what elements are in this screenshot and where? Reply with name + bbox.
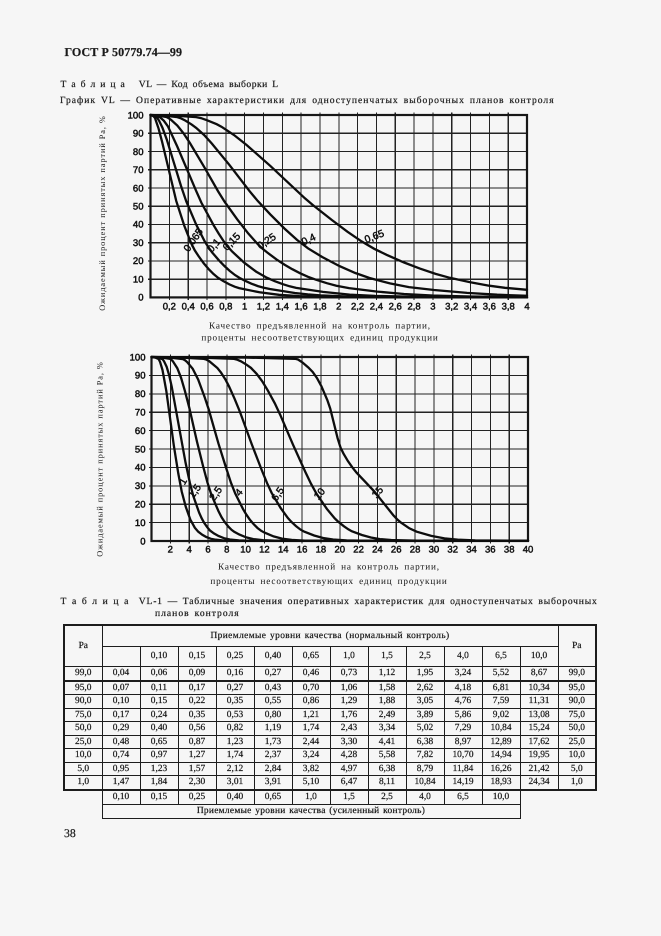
svg-text:70: 70 [133, 165, 144, 176]
svg-text:0: 0 [138, 293, 143, 304]
svg-text:40: 40 [135, 463, 146, 474]
svg-text:2,6: 2,6 [389, 301, 402, 312]
svg-text:38: 38 [504, 544, 515, 555]
svg-text:6: 6 [205, 544, 210, 555]
svg-text:22: 22 [353, 544, 364, 555]
svg-text:6,5: 6,5 [270, 485, 287, 503]
svg-text:18: 18 [316, 544, 327, 555]
svg-text:80: 80 [135, 389, 146, 400]
svg-text:40: 40 [133, 220, 144, 231]
svg-text:1,6: 1,6 [294, 301, 307, 312]
svg-text:1: 1 [242, 301, 247, 312]
svg-text:0,8: 0,8 [219, 301, 232, 312]
svg-text:90: 90 [133, 129, 144, 140]
svg-text:4: 4 [524, 301, 529, 312]
svg-text:1: 1 [178, 476, 191, 487]
svg-text:60: 60 [133, 183, 144, 194]
svg-text:2,4: 2,4 [370, 301, 383, 312]
svg-text:28: 28 [410, 544, 421, 555]
svg-text:16: 16 [297, 544, 308, 555]
svg-text:4: 4 [234, 487, 246, 499]
svg-text:100: 100 [128, 110, 144, 121]
svg-text:проценты несоответствующих еди: проценты несоответствующих единиц продук… [210, 576, 447, 586]
svg-text:2,8: 2,8 [407, 301, 420, 312]
svg-text:15: 15 [370, 485, 386, 501]
svg-text:1,4: 1,4 [276, 301, 289, 312]
svg-text:1,2: 1,2 [257, 301, 270, 312]
svg-text:3,6: 3,6 [483, 301, 496, 312]
svg-text:1,8: 1,8 [313, 301, 326, 312]
svg-text:34: 34 [466, 544, 477, 555]
svg-text:50: 50 [135, 444, 146, 455]
svg-text:3,2: 3,2 [445, 301, 458, 312]
svg-text:2,2: 2,2 [351, 301, 364, 312]
svg-text:Ожидаемый процент принятых пар: Ожидаемый процент принятых партий Ра, % [98, 115, 107, 311]
svg-text:3: 3 [430, 301, 435, 312]
svg-text:10: 10 [240, 544, 251, 555]
svg-text:10: 10 [133, 275, 144, 286]
svg-text:2: 2 [168, 544, 173, 555]
svg-text:30: 30 [429, 544, 440, 555]
svg-text:2: 2 [336, 301, 341, 312]
svg-text:20: 20 [133, 256, 144, 267]
svg-text:20: 20 [135, 500, 146, 511]
svg-text:Качество предъявленной на конт: Качество предъявленной на контроль парти… [209, 321, 431, 331]
svg-text:40: 40 [523, 544, 534, 555]
svg-text:0,2: 0,2 [163, 301, 176, 312]
svg-text:50: 50 [133, 202, 144, 213]
svg-text:20: 20 [335, 544, 346, 555]
svg-text:0,25: 0,25 [256, 232, 279, 252]
svg-text:3,8: 3,8 [502, 301, 515, 312]
svg-text:80: 80 [133, 147, 144, 158]
svg-text:36: 36 [485, 544, 496, 555]
svg-text:60: 60 [135, 426, 146, 437]
svg-text:100: 100 [130, 352, 146, 363]
svg-text:3,4: 3,4 [464, 301, 477, 312]
svg-text:26: 26 [391, 544, 402, 555]
svg-text:30: 30 [135, 481, 146, 492]
svg-text:Качество предъявленной на конт: Качество предъявленной на контроль парти… [218, 562, 440, 572]
svg-text:4: 4 [187, 544, 192, 555]
svg-text:30: 30 [133, 238, 144, 249]
svg-text:10: 10 [135, 518, 146, 529]
svg-text:0,4: 0,4 [300, 232, 318, 248]
svg-text:проценты несоответствующих еди: проценты несоответствующих единиц продук… [201, 332, 438, 342]
svg-text:0,6: 0,6 [200, 301, 213, 312]
svg-text:70: 70 [135, 408, 146, 419]
svg-text:0,65: 0,65 [363, 228, 386, 246]
svg-text:14: 14 [278, 544, 289, 555]
svg-text:24: 24 [372, 544, 383, 555]
svg-text:0,4: 0,4 [182, 301, 195, 312]
svg-text:90: 90 [135, 371, 146, 382]
svg-text:0: 0 [140, 536, 145, 547]
svg-text:2,5: 2,5 [208, 485, 225, 503]
svg-text:12: 12 [259, 544, 270, 555]
svg-text:8: 8 [224, 544, 229, 555]
svg-text:Ожидаемый процент принятых пар: Ожидаемый процент принятых партий Ра, % [96, 361, 105, 557]
svg-text:32: 32 [447, 544, 458, 555]
